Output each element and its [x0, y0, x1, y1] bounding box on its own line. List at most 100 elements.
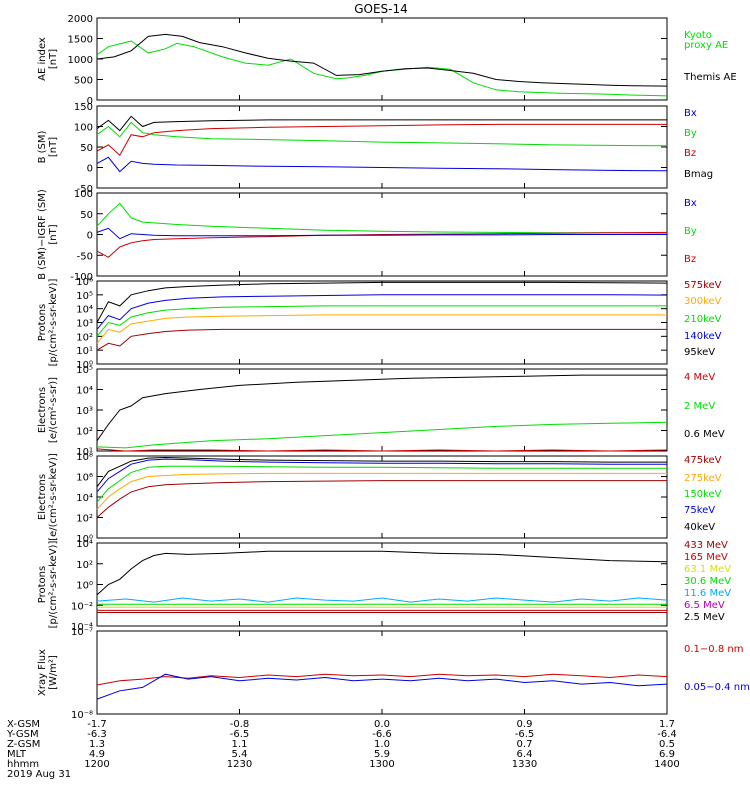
series-2-5-mev: [96, 550, 668, 596]
series-11-6-mev: [96, 597, 668, 603]
x-row-value: -6.5: [230, 729, 250, 740]
series-bx: [96, 227, 667, 240]
legend-entry: 575keV: [684, 280, 722, 291]
series-2-mev: [96, 421, 668, 449]
x-row-value: 5.4: [232, 749, 248, 760]
y-tick-label: 10⁴: [76, 386, 93, 397]
y-tick-label: 10⁻²: [71, 601, 93, 612]
legend-entry: 300keV: [684, 296, 722, 307]
series-75kev: [96, 458, 667, 493]
y-tick-label: 10⁵: [76, 365, 93, 376]
series-by: [96, 202, 668, 234]
y-tick-label: 10¹: [76, 346, 93, 357]
y-tick-label: 50: [80, 143, 93, 154]
legend-entry: 165 MeV: [684, 552, 728, 563]
y-tick-label: 10⁻⁸: [71, 710, 93, 721]
y-tick-label: 0: [87, 96, 93, 107]
x-row-value: 4.9: [89, 749, 105, 760]
x-row-value: 1.0: [374, 739, 390, 750]
y-axis-label: [e/(cm²-s-sr-keV)]: [48, 453, 59, 541]
y-tick-label: 10²: [76, 427, 93, 438]
x-row-value: 1230: [227, 759, 252, 770]
y-axis-label: Protons: [37, 304, 48, 341]
series-themis-ae: [96, 33, 668, 87]
y-axis-label: [W/m²]: [48, 655, 59, 690]
y-axis-label: B (SM): [37, 130, 48, 163]
legend-entry: 11.6 MeV: [684, 588, 731, 599]
y-tick-label: 10⁶: [76, 473, 93, 484]
y-tick-label: 1000: [68, 55, 93, 66]
y-tick-label: 10²: [76, 332, 93, 343]
panel-frame: [96, 630, 668, 715]
series-bx: [96, 156, 668, 173]
panel-bigrf: -100 -50 0 50 100 B (SM)−IGRF (SM) [nT] Bx By Bz: [37, 189, 697, 283]
series-4-mev: [96, 448, 668, 452]
x-row-label: MLT: [7, 749, 27, 760]
legend-entry: 0.6 MeV: [684, 429, 725, 440]
x-row-value: 0.9: [517, 719, 533, 730]
legend-entry: Bx: [684, 198, 697, 209]
y-tick-label: -50: [77, 251, 93, 262]
panel-frame: [96, 105, 668, 189]
x-row-label: hhmm: [7, 759, 39, 770]
series-210kev: [96, 305, 667, 337]
series-bz: [96, 123, 667, 156]
x-row-label: Y-GSM: [6, 729, 39, 740]
legend-entry: 30.6 MeV: [684, 576, 731, 587]
series-by: [96, 121, 668, 147]
y-axis-label: Protons: [37, 566, 48, 603]
x-row-label: X-GSM: [7, 719, 40, 730]
legend-entry: By: [684, 226, 697, 237]
figure-title: GOES-14: [354, 2, 408, 16]
series-95kev: [96, 281, 668, 323]
y-tick-label: -50: [77, 184, 93, 195]
y-tick-label: -100: [70, 272, 93, 283]
y-axis-label: [nT]: [48, 137, 59, 157]
date-label: 2019 Aug 31: [7, 769, 71, 780]
legend-entry: 2 MeV: [684, 401, 715, 412]
y-tick-label: 100: [74, 123, 93, 134]
y-axis-label: Electrons: [37, 474, 48, 520]
x-row-value: 1200: [84, 759, 109, 770]
y-axis-label: [nT]: [48, 49, 59, 69]
x-row-value: 1.1: [232, 739, 248, 750]
x-row-value: 0.5: [659, 739, 675, 750]
x-row-label: Z-GSM: [7, 739, 40, 750]
y-axis-label: Xray Flux: [37, 649, 48, 696]
panel-electrons2: 10⁰ 10² 10⁴ 10⁶ 10⁸ Electrons [e/(cm²-s-sr-keV…: [37, 452, 722, 545]
legend-entry: By: [684, 128, 697, 139]
legend-entry: proxy AE: [684, 40, 728, 51]
y-tick-label: 10²: [76, 514, 93, 525]
panel-bsm: -50 0 50 100 150 B (SM) [nT] Bx By Bz Bmag: [37, 102, 713, 195]
legend-entry: 40keV: [684, 522, 715, 533]
series-475kev: [96, 480, 667, 518]
y-tick-label: 10⁴: [76, 539, 93, 550]
y-tick-label: 10⁰: [76, 581, 93, 592]
legend-entry: 63.1 MeV: [684, 564, 731, 575]
y-tick-label: 0: [87, 231, 93, 242]
y-tick-label: 2000: [68, 14, 93, 25]
x-row-value: 0.7: [517, 739, 533, 750]
y-tick-label: 10⁵: [76, 291, 93, 302]
y-tick-label: 10⁻⁴: [71, 622, 93, 633]
x-row-value: 0.0: [374, 719, 390, 730]
y-axis-label: AE index: [37, 37, 48, 81]
legend-entry: 6.5 MeV: [684, 600, 725, 611]
series-bz: [96, 231, 668, 258]
x-row-value: -0.8: [230, 719, 250, 730]
y-tick-label: 10⁸: [76, 452, 93, 463]
x-row-value: 1.3: [89, 739, 105, 750]
legend-entry: Themis AE: [683, 72, 737, 83]
panel-frame: [96, 368, 668, 452]
y-axis-label: Electrons: [37, 387, 48, 433]
legend-entry: 4 MeV: [684, 372, 715, 383]
panel-frame: [96, 280, 668, 365]
x-row-value: -6.3: [87, 729, 107, 740]
panel-protons1: 10⁰ 10¹ 10² 10³ 10⁴ 10⁵ 10⁶ Protons [p/(cm²-s-sr…: [37, 277, 722, 371]
series-bmag: [96, 115, 667, 132]
panel-electrons1: 10¹ 10² 10³ 10⁴ 10⁵ Electrons [e/(cm²-s-sr)] 4 …: [37, 365, 725, 458]
y-tick-label: 10¹: [76, 447, 93, 458]
y-tick-label: 150: [74, 102, 93, 113]
panel-xray: 10⁻⁸ 10⁻⁷ Xray Flux [W/m²] 0.1−0.8 nm 0.05−0.…: [37, 627, 750, 721]
